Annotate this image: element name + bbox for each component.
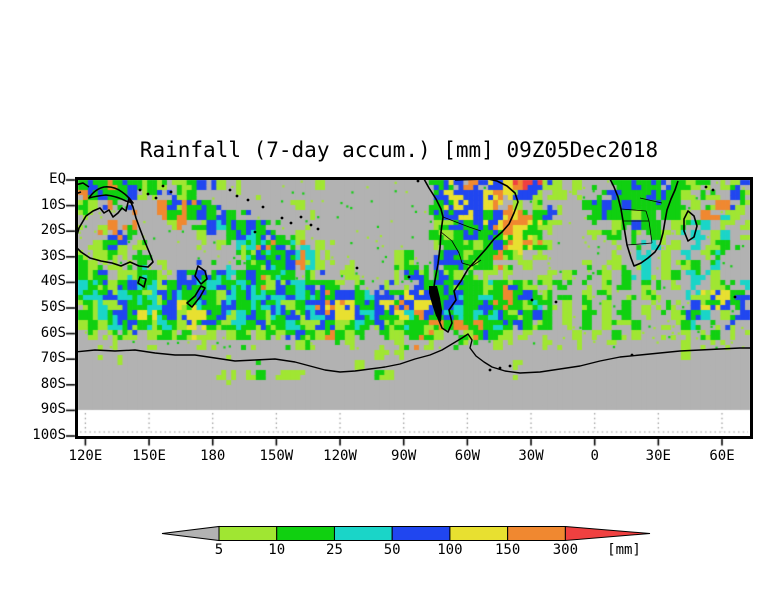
- colorbar-level-label-25: 25: [326, 542, 343, 558]
- colorbar-bin-10: [276, 526, 335, 541]
- lat-tick-label-20s: 20S: [40, 222, 66, 239]
- colorbar-level-label-150: 150: [494, 542, 521, 558]
- lon-tick-label-60w: 60W: [454, 448, 481, 464]
- africa-borders: [620, 197, 663, 246]
- south-america-coastline: [423, 179, 519, 333]
- lat-tick-label-40s: 40S: [40, 273, 66, 290]
- lat-tick-label-30s: 30S: [40, 247, 66, 264]
- lon-tick-label-0: 0: [590, 448, 599, 464]
- africa-coastline: [609, 179, 679, 267]
- lon-tick-label-150e: 150E: [132, 448, 166, 464]
- lat-tick-label-90s: 90S: [40, 401, 66, 418]
- lat-tick-label-eq: EQ: [49, 171, 66, 187]
- south-america-borders: [440, 216, 482, 267]
- lon-tick-label-30e: 30E: [645, 448, 671, 464]
- lat-tick-label-60s: 60S: [40, 324, 66, 341]
- new-zealand-north-island: [194, 265, 208, 285]
- colorbar-bin-25: [333, 526, 393, 541]
- lon-tick-label-150w: 150W: [259, 448, 294, 464]
- new-guinea-coastline: [88, 186, 134, 204]
- tasmania-coastline: [137, 276, 147, 288]
- lon-tick-label-120w: 120W: [323, 448, 357, 464]
- colorbar-below-arrow: [161, 525, 220, 542]
- lat-tick-label-80s: 80S: [40, 375, 66, 392]
- lat-tick-label-100s: 100S: [32, 427, 66, 443]
- colorbar-level-label-10: 10: [268, 542, 286, 558]
- colorbar-level-label-300: 300: [552, 542, 579, 558]
- indonesia-coastline: [78, 182, 90, 194]
- new-zealand-south-island: [186, 285, 206, 308]
- colorbar: [161, 525, 651, 542]
- lat-tick-label-10s: 10S: [40, 196, 66, 213]
- colorbar-above-arrow: [564, 525, 651, 542]
- colorbar-bin-150: [507, 526, 566, 541]
- lon-tick-label-60e: 60E: [709, 448, 735, 464]
- colorbar-level-label-100: 100: [437, 542, 463, 558]
- lon-tick-label-30w: 30W: [518, 448, 544, 464]
- lon-tick-label-120e: 120E: [68, 448, 103, 464]
- patagonia-fjords: [429, 286, 442, 322]
- colorbar-bin-100: [449, 526, 509, 541]
- lat-tick-label-50s: 50S: [40, 299, 66, 315]
- lon-tick-label-180: 180: [200, 448, 226, 464]
- lon-tick-label-90w: 90W: [391, 448, 417, 464]
- colorbar-bin-50: [391, 526, 451, 541]
- island-dots: [138, 179, 737, 372]
- australia-coastline: [78, 197, 154, 268]
- lat-tick-label-70s: 70S: [40, 350, 66, 367]
- madagascar-coastline: [683, 210, 698, 242]
- colorbar-level-label-50: 50: [383, 542, 401, 558]
- antarctica-coastline: [78, 333, 750, 374]
- colorbar-bin-5: [218, 526, 278, 541]
- colorbar-unit-label: [mm]: [607, 542, 641, 558]
- colorbar-level-label-5: 5: [214, 542, 224, 558]
